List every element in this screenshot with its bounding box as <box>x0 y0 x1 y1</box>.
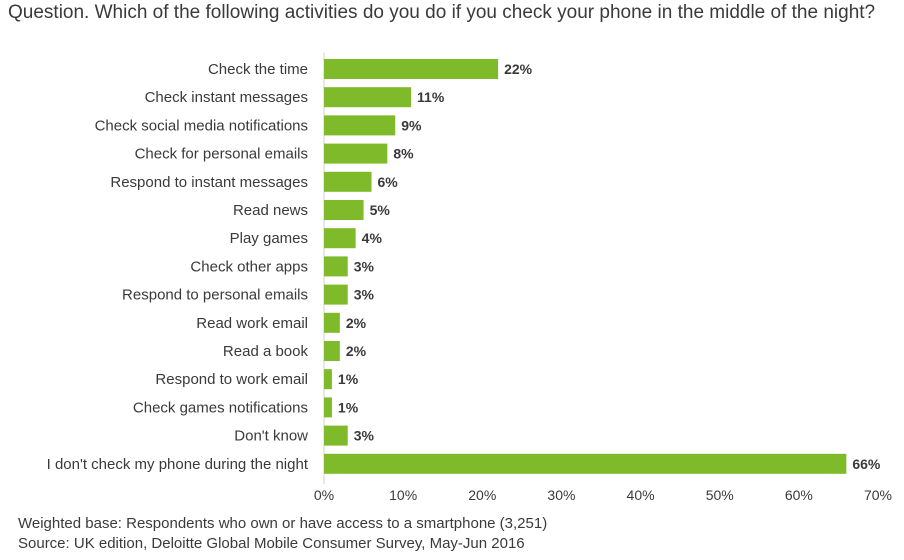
bar <box>324 115 396 136</box>
bar <box>324 228 356 249</box>
bar <box>324 171 372 192</box>
category-label: Check social media notifications <box>95 117 308 134</box>
data-label: 22% <box>504 61 533 77</box>
x-tick-label: 30% <box>547 487 575 503</box>
data-label: 3% <box>354 258 375 274</box>
bar <box>324 59 499 79</box>
category-label: Respond to personal emails <box>122 287 308 304</box>
data-label: 5% <box>370 202 391 218</box>
category-label: Respond to work email <box>155 371 308 388</box>
data-label: 11% <box>417 89 445 105</box>
category-label: I don't check my phone during the night <box>47 456 309 473</box>
data-label: 66% <box>852 456 881 472</box>
data-label: 2% <box>346 315 367 331</box>
category-label: Read a book <box>223 343 309 360</box>
x-tick-label: 20% <box>468 487 496 503</box>
category-label: Check the time <box>208 61 308 78</box>
bar <box>324 397 332 418</box>
data-label: 8% <box>393 146 414 162</box>
category-label: Check other apps <box>190 258 308 275</box>
x-tick-label: 60% <box>785 487 813 503</box>
category-label: Don't know <box>234 428 308 445</box>
x-tick-label: 40% <box>627 487 655 503</box>
bar-chart: Check the time 22% Check instant messages 1… <box>47 52 892 503</box>
bar <box>324 341 340 361</box>
chart-footnotes: Weighted base: Respondents who own or ha… <box>18 514 547 554</box>
bar <box>324 425 348 446</box>
bar <box>324 284 348 305</box>
category-label: Play games <box>230 230 308 247</box>
data-label: 9% <box>401 117 422 133</box>
data-label: 1% <box>338 399 359 415</box>
category-label: Respond to instant messages <box>110 174 308 191</box>
bar <box>324 256 348 277</box>
bar <box>324 312 340 333</box>
weighted-base-note: Weighted base: Respondents who own or ha… <box>18 515 548 532</box>
data-label: 2% <box>346 343 367 359</box>
x-tick-label: 0% <box>314 487 334 503</box>
data-label: 3% <box>354 428 375 444</box>
bar <box>324 369 332 390</box>
data-label: 3% <box>354 287 375 303</box>
category-label: Check games notifications <box>133 399 308 416</box>
bar <box>324 143 388 164</box>
data-label: 4% <box>362 230 383 246</box>
category-label: Read news <box>233 202 308 219</box>
bar <box>324 453 847 474</box>
bar <box>324 87 412 108</box>
category-label: Check for personal emails <box>135 146 308 163</box>
chart-question-title: Question. Which of the following activit… <box>8 2 876 23</box>
category-label: Read work email <box>196 315 308 332</box>
x-tick-label: 70% <box>864 487 892 503</box>
data-label: 1% <box>338 371 359 387</box>
source-note: Source: UK edition, Deloitte Global Mobi… <box>18 535 525 552</box>
data-label: 6% <box>377 174 398 190</box>
x-tick-label: 50% <box>706 487 734 503</box>
x-tick-label: 10% <box>389 487 417 503</box>
category-label: Check instant messages <box>145 89 308 106</box>
bar <box>324 200 364 220</box>
